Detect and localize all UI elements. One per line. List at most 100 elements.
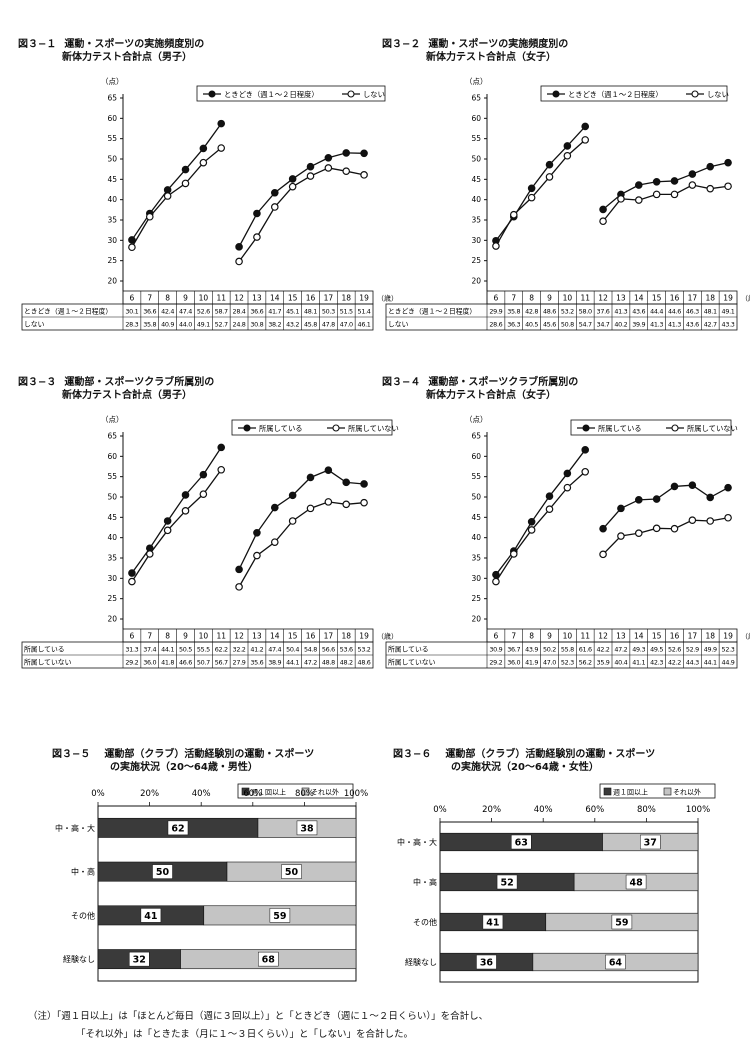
table-cell: 44.9 [722,659,735,667]
table-cell: 43.6 [686,321,699,329]
table-cell: 34.7 [597,321,610,329]
data-point [181,507,190,515]
x-tick-label: 15 [652,294,662,303]
table-cell: 50.5 [179,646,192,654]
data-point [724,513,732,522]
y-tick-label: 20 [107,615,117,624]
table-cell: 35.8 [507,308,520,316]
data-point [217,443,226,452]
title-line-1: 運動部・スポーツクラブ所属別の [64,377,215,388]
y-axis-unit: （点） [101,415,124,424]
y-tick-label: 60 [471,114,481,123]
data-point [563,483,572,492]
title-line-1: 運動・スポーツの実施頻度別の [428,39,569,50]
legend-marker [691,90,699,98]
data-point [670,482,679,491]
y-tick-label: 40 [107,195,117,204]
table-cell: 38.9 [268,659,281,667]
value-label: 37 [644,838,657,849]
table-cell: 46.1 [358,321,371,329]
data-point [181,179,190,188]
y-tick-label: 65 [471,432,481,441]
value-label-box [496,874,518,890]
series-line [238,152,365,248]
title-line-1: 運動部（クラブ）活動経験別の運動・スポーツ [104,749,315,760]
data-point [545,505,554,514]
table-cell: 42.8 [525,308,538,316]
legend-swatch [663,787,672,796]
data-point [360,149,368,158]
x-axis-unit: （歳） [377,294,398,303]
x-tick-label: 12 [598,294,608,303]
y-tick-label: 50 [471,493,481,502]
table-cell: 50.3 [322,308,335,316]
table-cell: 54.7 [579,321,592,329]
table-cell: 45.6 [543,321,556,329]
x-tick-label: 13 [252,632,262,641]
data-point [634,529,643,537]
table-cell: 47.8 [322,321,335,329]
data-point [688,170,697,178]
data-point [527,184,536,193]
table-cell: 32.2 [233,646,246,654]
data-point [670,177,679,185]
x-tick-label: 6 [494,294,499,303]
data-point [581,136,590,144]
table-cell: 35.8 [143,321,156,329]
data-point [599,205,607,214]
x-tick-label: 80% [295,789,314,799]
table-cell: 40.5 [525,321,538,329]
y-tick-label: 45 [471,175,481,184]
value-label: 64 [609,958,623,969]
data-point [342,478,351,487]
data-point [288,182,297,191]
figure-number: 図３−１ [18,39,57,50]
table-cell: 61.6 [579,646,592,654]
y-tick-label: 50 [471,155,481,164]
table-cell: 55.5 [197,646,210,654]
data-point [253,233,261,241]
table-cell: 49.9 [704,646,717,654]
data-point [360,171,368,179]
y-tick-label: 40 [471,533,481,542]
y-tick-label: 65 [471,94,481,103]
table-cell: 47.0 [340,321,353,329]
title-line-2: 新体力テスト合計点（男子） [62,52,192,63]
bar-segment [97,817,259,838]
table-cell: 50.4 [286,646,299,654]
data-point [128,569,136,577]
x-tick-label: 6 [130,632,135,641]
table-cell: 47.4 [268,646,281,654]
table-cell: 47.2 [304,659,317,667]
data-point [360,498,368,507]
data-point [163,192,172,200]
series-line [131,123,222,241]
y-tick-label: 20 [471,615,481,624]
value-label-box [625,874,647,890]
y-tick-label: 25 [471,256,481,265]
data-point [545,160,554,169]
value-label: 38 [300,823,314,834]
table-cell: 55.8 [561,646,574,654]
value-label: 41 [486,918,499,929]
data-point [324,153,333,162]
table-cell: 29.2 [489,659,502,667]
bar-segment [97,861,228,882]
x-axis-unit: （歳） [741,294,750,303]
y-tick-label: 35 [471,216,481,225]
x-tick-label: 18 [341,632,351,641]
x-tick-label: 19 [723,632,733,641]
data-point [270,538,279,546]
table-cell: 42.2 [668,659,681,667]
data-point [199,144,208,153]
table-cell: 31.3 [125,646,138,654]
x-tick-label: 14 [270,294,280,303]
x-tick-label: 6 [130,294,135,303]
x-tick-label: 16 [306,632,316,641]
x-tick-label: 11 [216,632,226,641]
legend-label: ときどき（週１〜２日程度） [224,90,319,99]
data-point [652,524,661,533]
table-cell: 56.2 [579,659,592,667]
table-cell: 29.2 [125,659,138,667]
data-point [634,181,643,189]
